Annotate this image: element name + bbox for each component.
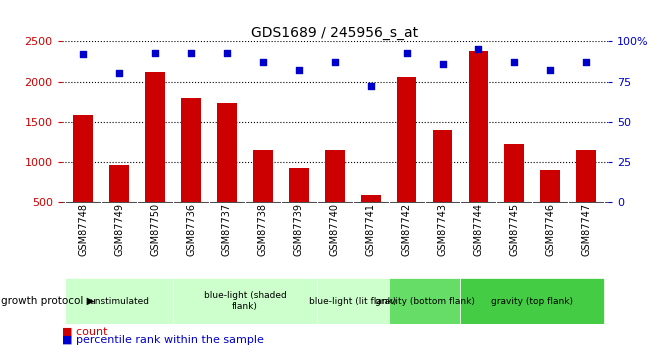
Text: GSM87744: GSM87744 — [473, 203, 484, 256]
Bar — [66, 278, 173, 324]
Bar — [540, 170, 560, 242]
Text: GSM87738: GSM87738 — [258, 203, 268, 256]
Bar — [173, 278, 317, 324]
Text: GSM87739: GSM87739 — [294, 203, 304, 256]
Point — [545, 68, 556, 73]
Point — [78, 51, 88, 57]
Point — [150, 50, 161, 56]
Bar — [181, 98, 201, 242]
Text: GSM87742: GSM87742 — [402, 203, 411, 256]
Text: GSM87745: GSM87745 — [510, 203, 519, 256]
Text: GSM87740: GSM87740 — [330, 203, 340, 256]
Bar — [289, 168, 309, 242]
Point — [437, 61, 448, 67]
Point — [222, 50, 232, 56]
Bar — [317, 278, 389, 324]
Point — [294, 68, 304, 73]
Text: ■ percentile rank within the sample: ■ percentile rank within the sample — [62, 335, 264, 345]
Bar — [253, 150, 273, 242]
Point — [509, 59, 519, 65]
Point — [581, 59, 592, 65]
Bar — [469, 51, 488, 242]
Point — [365, 83, 376, 89]
Text: blue-light (shaded
flank): blue-light (shaded flank) — [203, 291, 286, 311]
Bar — [577, 150, 596, 242]
Bar — [460, 278, 604, 324]
Bar — [145, 72, 165, 242]
Text: GSM87749: GSM87749 — [114, 203, 124, 256]
Bar — [433, 130, 452, 242]
Bar — [396, 77, 417, 242]
Text: ■ count: ■ count — [62, 326, 107, 336]
Bar — [389, 278, 460, 324]
Title: GDS1689 / 245956_s_at: GDS1689 / 245956_s_at — [251, 26, 419, 40]
Text: gravity (bottom flank): gravity (bottom flank) — [374, 296, 474, 306]
Bar — [109, 165, 129, 242]
Point — [330, 59, 340, 65]
Text: GSM87750: GSM87750 — [150, 203, 160, 256]
Text: unstimulated: unstimulated — [89, 296, 150, 306]
Text: gravity (top flank): gravity (top flank) — [491, 296, 573, 306]
Text: GSM87741: GSM87741 — [366, 203, 376, 256]
Text: GSM87736: GSM87736 — [186, 203, 196, 256]
Bar — [361, 195, 380, 242]
Point — [114, 71, 124, 76]
Bar — [73, 115, 93, 242]
Text: GSM87743: GSM87743 — [437, 203, 447, 256]
Text: GSM87748: GSM87748 — [78, 203, 88, 256]
Point — [402, 50, 412, 56]
Point — [257, 59, 268, 65]
Text: GSM87747: GSM87747 — [581, 203, 592, 256]
Point — [473, 47, 484, 52]
Point — [186, 50, 196, 56]
Bar — [217, 103, 237, 242]
Bar — [325, 150, 344, 242]
Text: growth protocol ▶: growth protocol ▶ — [1, 296, 94, 306]
Text: GSM87737: GSM87737 — [222, 203, 232, 256]
Text: blue-light (lit flank): blue-light (lit flank) — [309, 296, 396, 306]
Bar — [504, 144, 525, 242]
Text: GSM87746: GSM87746 — [545, 203, 555, 256]
